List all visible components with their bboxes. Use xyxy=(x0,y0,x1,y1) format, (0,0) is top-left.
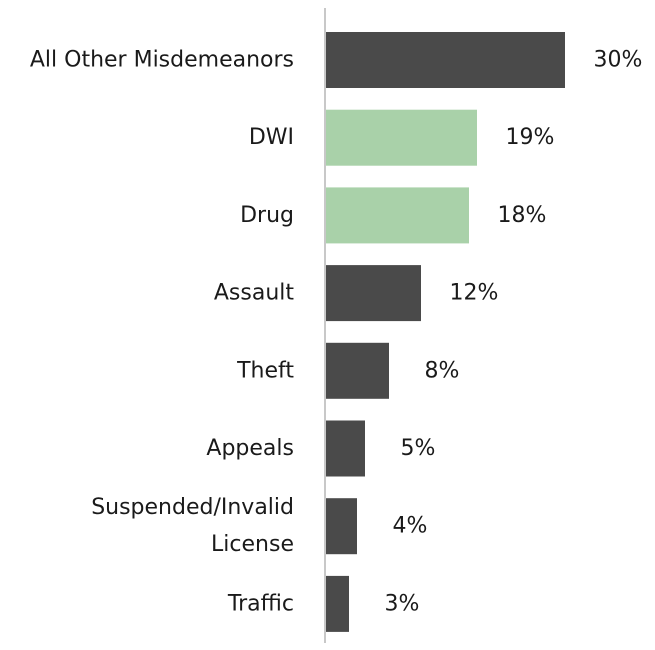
category-label: Appeals xyxy=(206,436,294,461)
value-label: 18% xyxy=(498,203,547,228)
value-label: 12% xyxy=(450,281,499,306)
value-label: 30% xyxy=(594,48,643,73)
bar xyxy=(325,420,365,477)
bar xyxy=(325,109,477,166)
category-label: License xyxy=(211,532,294,557)
bar xyxy=(325,498,357,555)
bars-layer xyxy=(325,32,565,632)
bar xyxy=(325,575,349,632)
value-label: 19% xyxy=(506,125,555,150)
value-label: 3% xyxy=(385,591,420,616)
category-label: Suspended/Invalid xyxy=(91,495,294,520)
category-label: DWI xyxy=(249,125,294,150)
value-labels: 30% 19% 18% 12% 8% 5% 4% 3% xyxy=(385,48,643,617)
bar xyxy=(325,342,389,399)
value-label: 5% xyxy=(401,436,436,461)
category-label: All Other Misdemeanors xyxy=(30,48,294,73)
bar xyxy=(325,265,421,322)
category-label: Theft xyxy=(236,358,294,383)
bar xyxy=(325,187,469,244)
category-labels: All Other Misdemeanors DWI Drug Assault Thef… xyxy=(30,48,295,617)
category-label: Drug xyxy=(240,203,294,228)
value-label: 4% xyxy=(393,514,428,539)
value-label: 8% xyxy=(425,358,460,383)
category-label: Traffic xyxy=(227,591,294,616)
bar xyxy=(325,32,565,88)
category-label: Assault xyxy=(214,281,295,306)
